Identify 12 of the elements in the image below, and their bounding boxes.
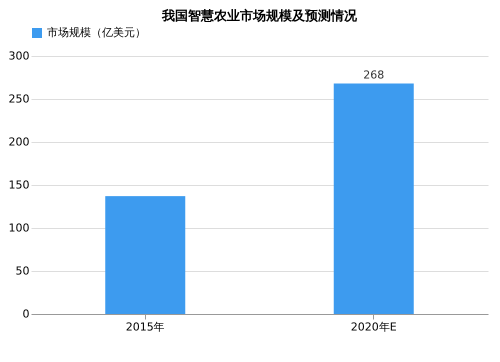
data-label: 268 <box>363 68 384 82</box>
y-tick-label: 200 <box>8 136 30 148</box>
y-tick-label: 0 <box>22 308 30 320</box>
chart-title: 我国智慧农业市场规模及预测情况 <box>161 8 358 24</box>
y-tick-label: 300 <box>8 50 30 62</box>
y-tick-label: 100 <box>8 222 30 234</box>
x-tick-label: 2020年E <box>350 320 397 334</box>
legend-label: 市场规模（亿美元） <box>47 26 146 39</box>
y-tick-label: 150 <box>8 178 30 192</box>
y-tick-label: 250 <box>8 92 30 106</box>
x-tick-label: 2015年 <box>126 320 165 334</box>
y-tick-label: 50 <box>16 264 30 278</box>
